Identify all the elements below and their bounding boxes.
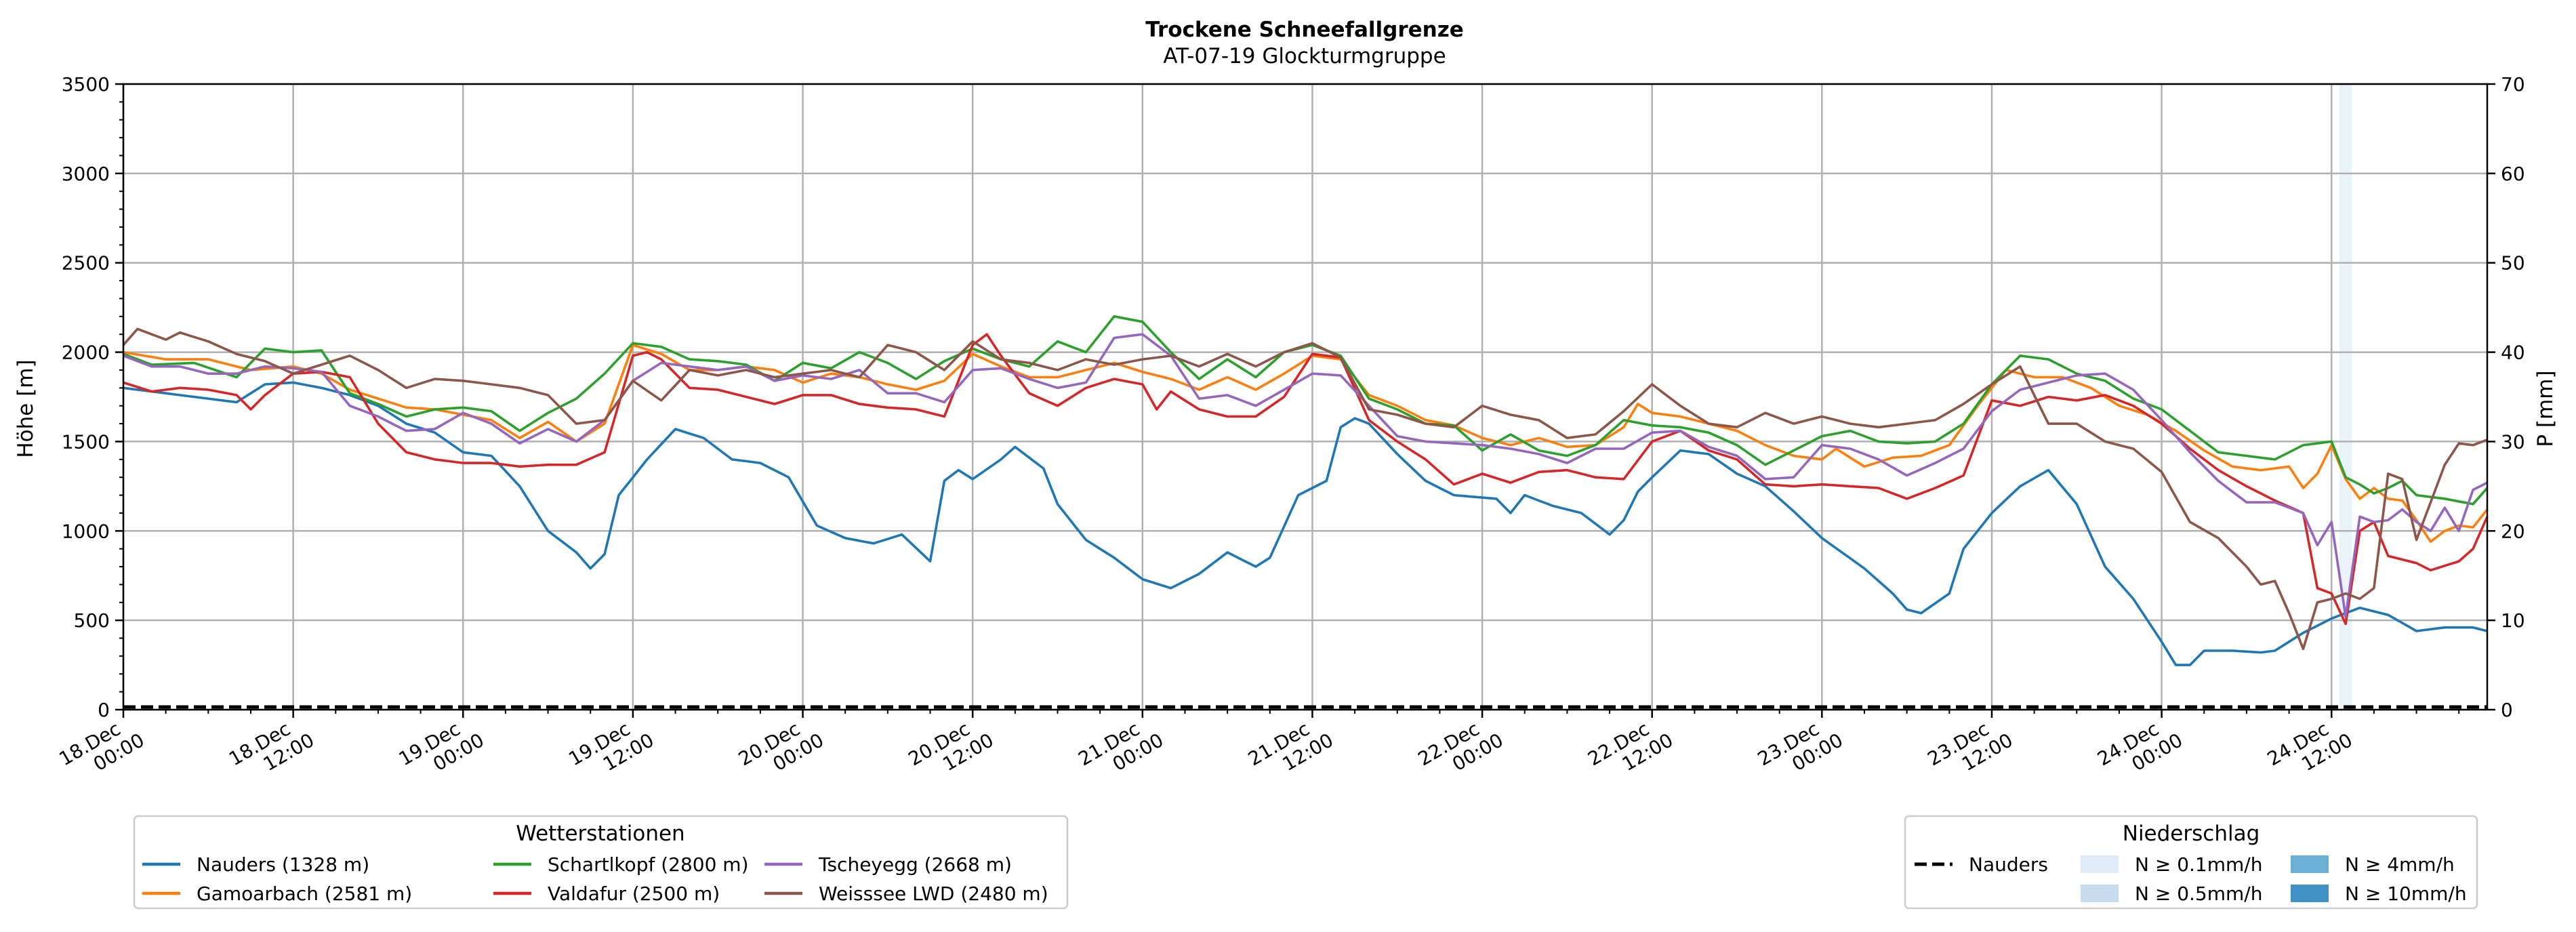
y2-tick-label: 50 (2501, 252, 2525, 275)
legend-stations-label: Weisssee LWD (2480 m) (819, 883, 1048, 905)
x-tick-label: 19.Dec12:00 (565, 710, 657, 789)
x-tick-label: 21.Dec00:00 (1074, 710, 1167, 789)
x-tick-label: 22.Dec12:00 (1584, 710, 1677, 789)
y-tick-label: 3500 (62, 73, 110, 96)
legend-precip-swatch (2081, 855, 2119, 873)
y-tick-label: 1000 (62, 520, 110, 542)
y2-tick-label: 70 (2501, 73, 2525, 96)
legend-stations: Wetterstationen Nauders (1328 m) Gamoarbac… (133, 815, 1069, 910)
x-tick-label: 20.Dec00:00 (735, 710, 827, 789)
legend-stations-label: Tscheyegg (2668 m) (818, 853, 1012, 876)
x-tick-label: 24.Dec00:00 (2093, 710, 2186, 789)
x-tick-label: 19.Dec00:00 (395, 710, 488, 789)
series-line-valdafur-2500-m (123, 333, 2489, 626)
legend-precip-label: N ≥ 10mm/h (2345, 883, 2467, 905)
legend-stations-label: Schartlkopf (2800 m) (548, 853, 749, 876)
chart-title: Trockene Schneefallgrenze (1145, 18, 1464, 42)
legend-precip-swatch (2081, 885, 2119, 902)
plot-area: 0 500 1000 1500 2000 2500 3000 3500 0 10 20 30 40 50 6… (56, 73, 2525, 789)
precip-band (2339, 84, 2352, 710)
series-line-tscheyegg-2668-m (123, 333, 2488, 618)
y2-tick-label: 60 (2501, 163, 2525, 185)
legend-precip-label: N ≥ 0.1mm/h (2135, 853, 2262, 876)
y-tick-label: 500 (74, 609, 110, 632)
y2-tick-label: 10 (2501, 609, 2525, 632)
legend-precip-swatch (2291, 885, 2329, 902)
y2-tick-label: 30 (2501, 430, 2525, 453)
y2-axis-label: P [mm] (2533, 370, 2558, 447)
x-tick-label: 23.Dec12:00 (1923, 710, 2016, 789)
legend-stations-label: Valdafur (2500 m) (548, 883, 720, 905)
y-tick-label: 1500 (62, 430, 110, 453)
x-tick-label: 18.Dec12:00 (225, 710, 318, 789)
legend-stations-box (133, 815, 1069, 910)
legend-precip-label: N ≥ 0.5mm/h (2135, 883, 2262, 905)
legend-precip-label: N ≥ 4mm/h (2345, 853, 2455, 876)
y2-tick-label: 40 (2501, 342, 2525, 364)
y-tick-label: 2000 (62, 342, 110, 364)
x-tick-label: 20.Dec12:00 (905, 710, 998, 789)
y-axis-label: Höhe [m] (14, 359, 38, 458)
chart-subtitle: AT-07-19 Glockturmgruppe (1163, 44, 1446, 68)
y-tick-label: 3000 (62, 163, 110, 185)
y2-tick-label: 0 (2501, 699, 2513, 721)
series-line-nauders-1328-m (123, 381, 2488, 666)
legend-stations-label: Gamoarbach (2581 m) (197, 883, 412, 905)
plot-frame (122, 83, 2489, 711)
x-tick-label: 24.Dec12:00 (2264, 710, 2356, 789)
y-tick-label: 2500 (62, 252, 110, 275)
x-tick-label: 18.Dec00:00 (56, 710, 148, 789)
legend-stations-title: Wetterstationen (516, 822, 684, 846)
legend-precip-title: Niederschlag (2123, 822, 2260, 846)
y-tick-label: 0 (98, 699, 110, 721)
series-line-gamoarbach-2581-m (123, 344, 2489, 543)
y2-tick-label: 20 (2501, 520, 2525, 542)
x-tick-label: 23.Dec00:00 (1754, 710, 1847, 789)
legend-precip-box (1904, 815, 2478, 910)
x-tick-label: 22.Dec00:00 (1414, 710, 1507, 789)
legend-precip-swatch (2291, 855, 2329, 873)
legend-stations-label: Nauders (1328 m) (197, 853, 369, 876)
legend-precip-line-label: Nauders (1969, 853, 2048, 876)
x-tick-label: 21.Dec12:00 (1244, 710, 1337, 789)
series-line-schartlkopf-2800-m (123, 315, 2489, 506)
legend-precip: Niederschlag Nauders N ≥ 0.1mm/h N ≥ 0.5mm/… (1904, 815, 2478, 910)
series-line-weisssee-lwd-2480-m (122, 327, 2488, 651)
